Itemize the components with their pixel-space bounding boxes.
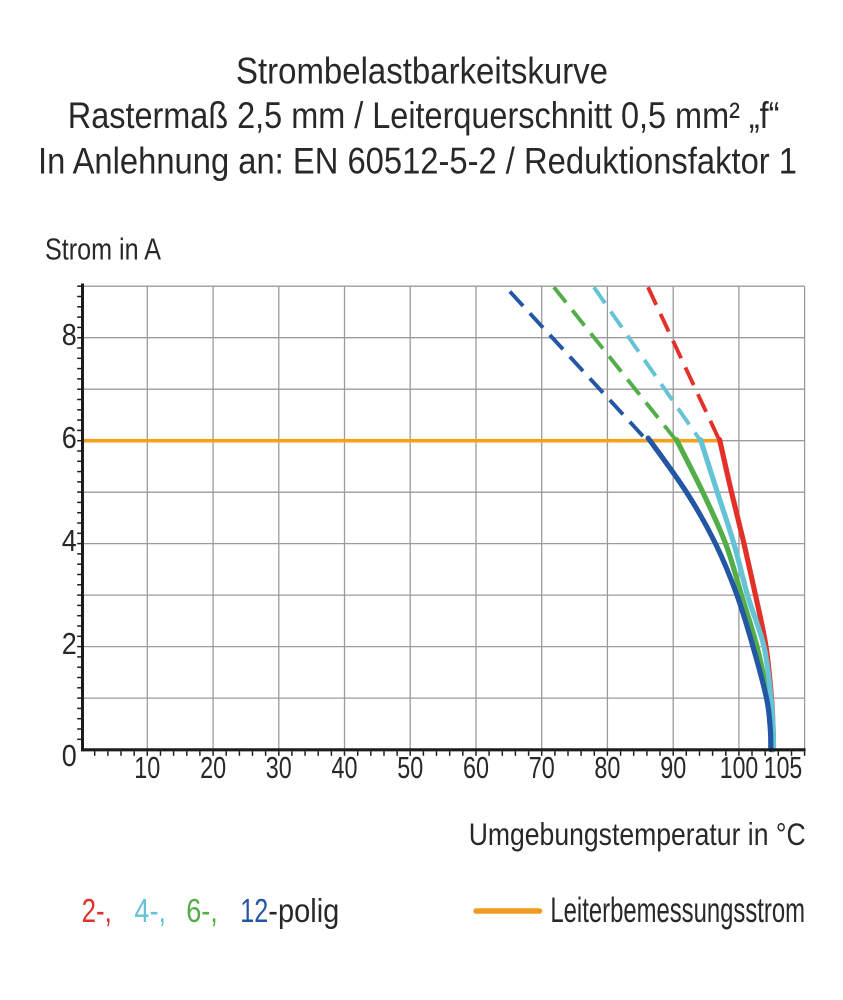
svg-text:20: 20	[200, 750, 226, 785]
svg-text:50: 50	[397, 750, 423, 785]
svg-text:Leiterbemessungsstrom: Leiterbemessungsstrom	[550, 891, 805, 930]
svg-text:6-,: 6-,	[186, 892, 218, 929]
svg-text:105: 105	[764, 750, 803, 785]
svg-text:0: 0	[62, 738, 77, 773]
svg-text:100: 100	[720, 750, 759, 785]
svg-text:60: 60	[463, 750, 489, 785]
svg-text:8: 8	[62, 317, 77, 352]
svg-text:10: 10	[134, 750, 160, 785]
svg-text:2-,: 2-,	[82, 892, 112, 929]
svg-text:Strom in A: Strom in A	[45, 232, 161, 267]
svg-text:6: 6	[62, 420, 77, 455]
svg-text:Rastermaß 2,5 mm / Leiterquers: Rastermaß 2,5 mm / Leiterquerschnitt 0,5…	[68, 95, 780, 136]
svg-text:4-,: 4-,	[134, 892, 166, 929]
svg-text:30: 30	[266, 750, 292, 785]
svg-text:12: 12	[240, 892, 268, 929]
svg-text:4: 4	[62, 523, 77, 558]
svg-text:70: 70	[529, 750, 555, 785]
svg-text:-polig: -polig	[268, 892, 339, 929]
svg-text:In Anlehnung an: EN 60512-5-2: In Anlehnung an: EN 60512-5-2 / Reduktio…	[38, 141, 797, 182]
svg-text:90: 90	[660, 750, 686, 785]
svg-text:80: 80	[594, 750, 620, 785]
svg-text:2: 2	[62, 626, 77, 661]
svg-text:40: 40	[332, 750, 358, 785]
svg-text:Umgebungstemperatur in °C: Umgebungstemperatur in °C	[469, 816, 806, 852]
svg-text:Strombelastbarkeitskurve: Strombelastbarkeitskurve	[236, 51, 608, 92]
